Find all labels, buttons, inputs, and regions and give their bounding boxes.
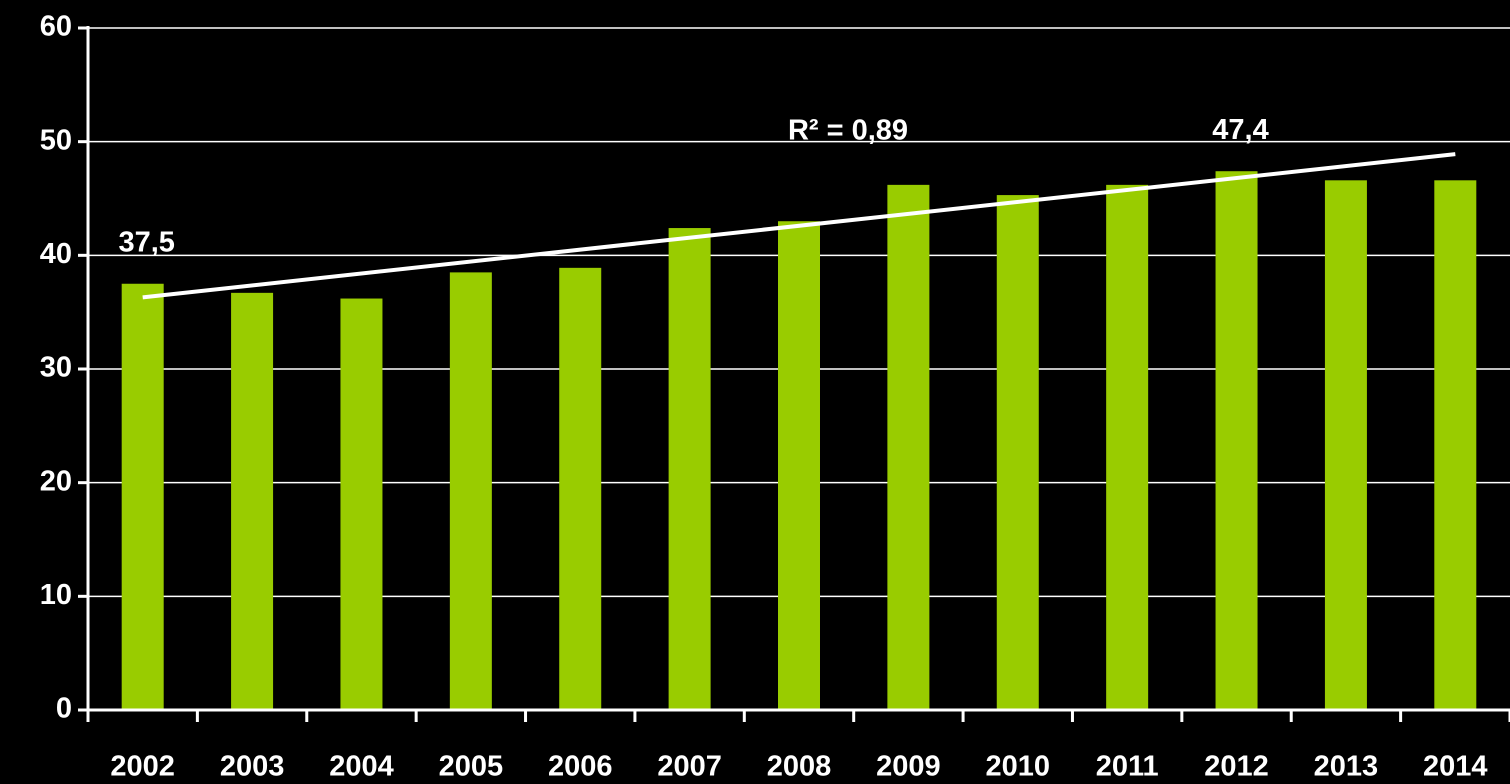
x-tick-label: 2004 — [329, 751, 394, 783]
x-tick-label: 2014 — [1423, 751, 1488, 783]
bar — [996, 195, 1039, 711]
y-tick-label: 40 — [40, 238, 72, 270]
bar — [121, 283, 164, 710]
y-tick-label: 60 — [40, 11, 72, 43]
x-tick-label: 2003 — [220, 751, 285, 783]
x-tick-label: 2005 — [439, 751, 504, 783]
bar — [1215, 171, 1258, 711]
bar — [778, 221, 820, 710]
x-tick-label: 2002 — [110, 751, 175, 783]
x-tick-label: 2012 — [1204, 751, 1269, 783]
x-tick-label: 2007 — [657, 751, 722, 783]
trend-line — [142, 152, 1456, 300]
bar — [1324, 180, 1367, 710]
x-tick-label: 2011 — [1096, 751, 1159, 783]
value-label: 37,5 — [118, 226, 174, 258]
y-tick-label: 50 — [40, 124, 72, 156]
x-tick-label: 2009 — [876, 751, 941, 783]
y-tick-label: 20 — [40, 465, 72, 497]
value-label: 47,4 — [1212, 114, 1268, 146]
y-tick-label: 30 — [40, 352, 72, 384]
bar — [1106, 184, 1149, 711]
bar — [668, 228, 711, 710]
bar — [1434, 180, 1477, 710]
trend-annotation: R² = 0,89 — [788, 115, 908, 147]
y-tick-label: 0 — [56, 693, 72, 725]
bar — [887, 184, 930, 711]
bar — [559, 267, 602, 710]
bar — [340, 298, 383, 710]
bar — [231, 292, 274, 710]
x-tick-label: 2006 — [548, 751, 613, 783]
x-tick-label: 2013 — [1314, 751, 1379, 783]
y-tick-label: 10 — [40, 579, 72, 611]
x-tick-label: 2010 — [986, 751, 1051, 783]
bar — [449, 272, 492, 710]
x-tick-label: 2008 — [767, 751, 832, 783]
